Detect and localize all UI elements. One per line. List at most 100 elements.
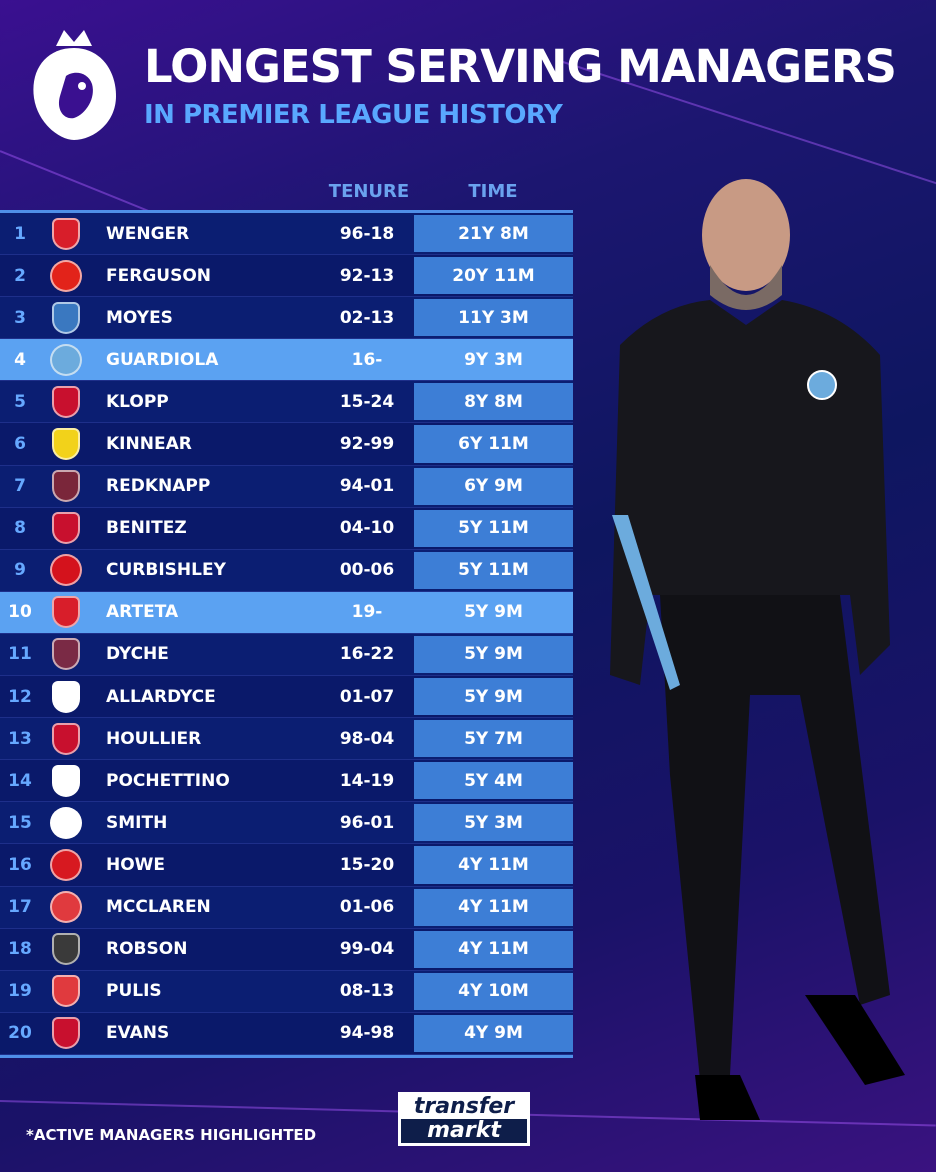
manager-name: FERGUSON xyxy=(106,265,211,286)
club-crest-icon xyxy=(50,259,82,292)
manager-name: HOULLIER xyxy=(106,728,202,749)
tenure: 04-10 xyxy=(339,518,395,539)
brand-top: transfer xyxy=(413,1094,515,1119)
club-crest-icon xyxy=(52,764,80,797)
time: 6Y 11M xyxy=(414,425,573,463)
rank: 11 xyxy=(8,644,32,665)
rank: 13 xyxy=(8,728,32,749)
tenure: 16- xyxy=(351,349,383,370)
table-row: 11 DYCHE 16-22 5Y 9M xyxy=(0,633,573,677)
table-row: 17 MCCLAREN 01-06 4Y 11M xyxy=(0,886,573,929)
time: 5Y 7M xyxy=(414,720,573,758)
rank: 17 xyxy=(8,897,32,918)
page-subtitle: IN PREMIER LEAGUE HISTORY xyxy=(144,100,563,130)
club-crest-icon xyxy=(52,975,80,1008)
club-crest-icon xyxy=(50,848,82,881)
rank: 18 xyxy=(8,939,32,960)
table-row: 3 MOYES 02-13 11Y 3M xyxy=(0,297,573,340)
club-crest-icon xyxy=(52,722,80,755)
manager-name: MCCLAREN xyxy=(106,897,211,918)
manager-name: ROBSON xyxy=(106,939,188,960)
table-row: 1 WENGER 96-18 21Y 8M xyxy=(0,213,573,256)
brand-bottom: markt xyxy=(401,1119,527,1143)
table-row: 13 HOULLIER 98-04 5Y 7M xyxy=(0,718,573,761)
tenure: 96-01 xyxy=(339,812,395,833)
manager-name: MOYES xyxy=(106,307,173,328)
time: 5Y 9M xyxy=(414,678,573,716)
table-row: 5 KLOPP 15-24 8Y 8M xyxy=(0,381,573,424)
rank: 20 xyxy=(8,1023,32,1044)
column-header-tenure: TENURE xyxy=(328,181,410,202)
time: 20Y 11M xyxy=(414,257,573,295)
time: 8Y 8M xyxy=(414,383,573,421)
manager-name: CURBISHLEY xyxy=(106,560,226,581)
table-row: 20 EVANS 94-98 4Y 9M xyxy=(0,1012,573,1055)
transfermarkt-logo: transfer markt xyxy=(398,1092,530,1146)
time: 11Y 3M xyxy=(414,299,573,337)
tenure: 02-13 xyxy=(339,307,395,328)
rank: 8 xyxy=(14,518,26,539)
time: 5Y 4M xyxy=(414,762,573,800)
tenure: 96-18 xyxy=(339,223,395,244)
rank: 6 xyxy=(14,434,26,455)
table-row: 4 GUARDIOLA 16- 9Y 3M xyxy=(0,339,573,382)
time: 9Y 3M xyxy=(464,349,523,370)
tenure: 14-19 xyxy=(339,770,395,791)
club-crest-icon xyxy=(50,554,82,587)
table-row: 10 ARTETA 19- 5Y 9M xyxy=(0,591,573,634)
column-header-time: TIME xyxy=(468,181,518,202)
rank: 9 xyxy=(14,560,26,581)
rank: 5 xyxy=(14,391,26,412)
club-crest-icon xyxy=(50,343,82,376)
table-row: 18 ROBSON 99-04 4Y 11M xyxy=(0,928,573,971)
manager-name: ALLARDYCE xyxy=(106,686,216,707)
rank: 7 xyxy=(14,476,26,497)
table-row: 16 HOWE 15-20 4Y 11M xyxy=(0,844,573,887)
rank: 4 xyxy=(14,349,26,370)
tenure: 01-06 xyxy=(339,897,395,918)
club-crest-icon xyxy=(50,891,82,924)
time: 5Y 9M xyxy=(414,635,573,674)
time: 4Y 10M xyxy=(414,972,573,1010)
rank: 1 xyxy=(14,223,26,244)
manager-name: DYCHE xyxy=(106,644,169,665)
club-crest-icon xyxy=(52,301,80,334)
tenure: 19- xyxy=(351,602,383,623)
table-row: 2 FERGUSON 92-13 20Y 11M xyxy=(0,255,573,298)
time: 5Y 11M xyxy=(414,551,573,589)
club-crest-icon xyxy=(50,806,82,839)
manager-name: GUARDIOLA xyxy=(106,349,219,370)
table-row: 6 KINNEAR 92-99 6Y 11M xyxy=(0,423,573,466)
manager-name: HOWE xyxy=(106,854,166,875)
tenure: 15-24 xyxy=(339,391,395,412)
table-row: 14 POCHETTINO 14-19 5Y 4M xyxy=(0,760,573,803)
time: 21Y 8M xyxy=(414,215,573,253)
tenure: 94-98 xyxy=(339,1023,395,1044)
tenure: 15-20 xyxy=(339,854,395,875)
tenure: 94-01 xyxy=(339,476,395,497)
club-crest-icon xyxy=(52,638,80,671)
table-row: 12 ALLARDYCE 01-07 5Y 9M xyxy=(0,676,573,719)
tenure: 00-06 xyxy=(339,560,395,581)
tenure: 98-04 xyxy=(339,728,395,749)
tenure: 08-13 xyxy=(339,981,395,1002)
manager-name: BENITEZ xyxy=(106,518,187,539)
rank: 15 xyxy=(8,812,32,833)
premier-league-lion-logo xyxy=(33,30,116,140)
manager-name: REDKNAPP xyxy=(106,476,211,497)
time: 4Y 11M xyxy=(414,930,573,968)
manager-name: PULIS xyxy=(106,981,162,1002)
table-row: 8 BENITEZ 04-10 5Y 11M xyxy=(0,507,573,550)
manager-photo xyxy=(610,179,905,1120)
club-crest-icon xyxy=(52,385,80,418)
tenure: 92-99 xyxy=(339,434,395,455)
rank: 19 xyxy=(8,981,32,1002)
club-crest-icon xyxy=(52,428,80,461)
time: 5Y 3M xyxy=(414,804,573,842)
club-crest-icon xyxy=(52,1017,80,1050)
rank: 16 xyxy=(8,854,32,875)
tenure: 01-07 xyxy=(339,686,395,707)
tenure: 92-13 xyxy=(339,265,395,286)
time: 5Y 9M xyxy=(464,602,523,623)
club-crest-icon xyxy=(52,470,80,503)
